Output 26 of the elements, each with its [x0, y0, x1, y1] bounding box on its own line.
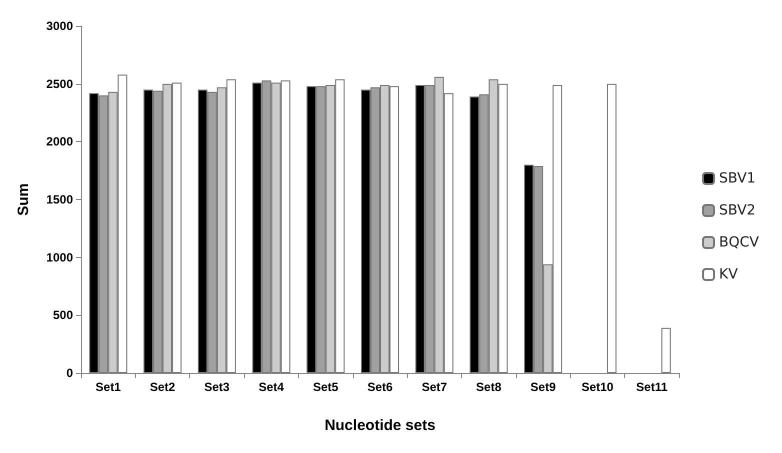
x-tick-label: Set6 [367, 380, 393, 394]
x-tick-label: Set2 [150, 380, 176, 394]
legend-label: SBV1 [719, 170, 756, 186]
legend-label: KV [719, 266, 738, 282]
x-tick-label: Set7 [422, 380, 448, 394]
x-tick-label: Set4 [258, 380, 284, 394]
x-tick-label: Set8 [476, 380, 502, 394]
bar [661, 328, 671, 373]
y-tick-label: 2500 [46, 76, 74, 91]
x-tick-label: Set5 [312, 380, 339, 394]
legend-label: SBV2 [719, 202, 756, 218]
y-tick-label: 500 [52, 308, 74, 322]
y-tick-label: 3000 [46, 19, 74, 33]
x-tick-label: Set9 [530, 380, 556, 394]
x-tick-label: Set3 [204, 380, 230, 394]
x-tick-label: Set10 [581, 380, 614, 394]
y-tick-label: 2000 [46, 134, 74, 149]
bar [606, 84, 616, 373]
y-tick-label: 1500 [46, 192, 74, 206]
y-tick-label: 1000 [46, 250, 74, 264]
x-axis-title: Nucleotide sets [324, 417, 436, 434]
y-axis-title: Sum [15, 183, 32, 216]
x-tick-label: Set1 [96, 380, 122, 394]
legend-label: BQCV [719, 234, 760, 250]
y-tick-label: 0 [66, 366, 74, 380]
x-tick-label: Set11 [636, 380, 668, 394]
